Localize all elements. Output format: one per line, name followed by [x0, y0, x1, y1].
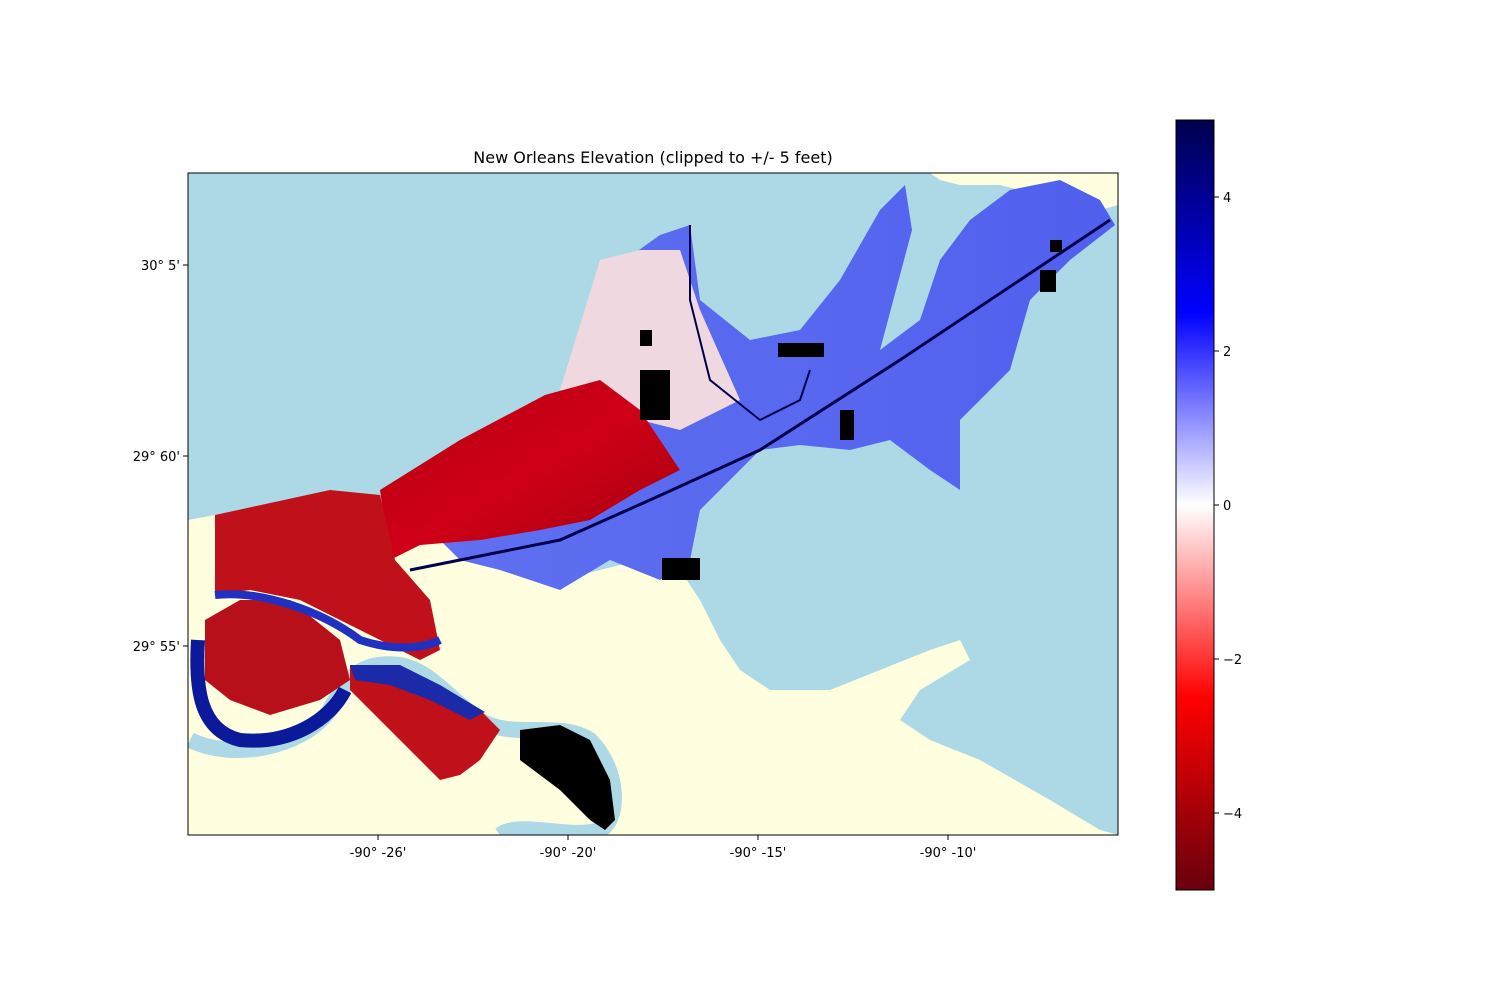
elevation-low-southwest	[205, 600, 350, 715]
nodata-3	[778, 343, 824, 357]
elevation-low-algiers	[350, 665, 500, 780]
colorbar-tick-label: −4	[1223, 807, 1242, 822]
canal-1	[409, 218, 1111, 572]
x-tick-label: -90° -15'	[730, 846, 787, 861]
nodata-6	[640, 330, 652, 346]
y-axis: 30° 5' 29° 60' 29° 55'	[133, 259, 188, 655]
x-axis: -90° -26' -90° -20' -90° -15' -90° -10'	[350, 835, 977, 861]
colorbar-tick-label: 4	[1223, 191, 1231, 206]
colorbar-tick-label: 2	[1223, 345, 1231, 360]
elevation-high-rim	[190, 639, 352, 748]
nodata-2	[662, 558, 700, 580]
y-tick-label: 29° 60'	[133, 450, 180, 465]
y-tick-label: 29° 55'	[133, 640, 180, 655]
nodata-south	[520, 725, 615, 830]
map-area	[188, 173, 1118, 835]
colorbar-tick-label: −2	[1223, 653, 1242, 668]
nodata-5	[1050, 240, 1062, 252]
elevation-high-algiers	[350, 665, 485, 720]
colorbar-gradient	[1175, 119, 1215, 891]
colorbar-tick-label: 0	[1223, 499, 1231, 514]
nodata-4	[1040, 270, 1056, 292]
elevation-low-central	[380, 380, 680, 560]
chart-title: New Orleans Elevation (clipped to +/- 5 …	[473, 148, 833, 167]
x-tick-label: -90° -20'	[540, 846, 597, 861]
y-tick-label: 30° 5'	[141, 259, 180, 274]
x-tick-label: -90° -10'	[920, 846, 977, 861]
elevation-low-west	[215, 490, 440, 660]
x-tick-label: -90° -26'	[350, 846, 407, 861]
canal-2	[689, 225, 811, 422]
nodata-1	[640, 370, 670, 420]
colorbar: 4 2 0 −2 −4	[1175, 119, 1242, 891]
elevation-high-west	[214, 590, 442, 652]
map-frame	[187, 172, 1119, 836]
nodata-7	[840, 410, 854, 440]
